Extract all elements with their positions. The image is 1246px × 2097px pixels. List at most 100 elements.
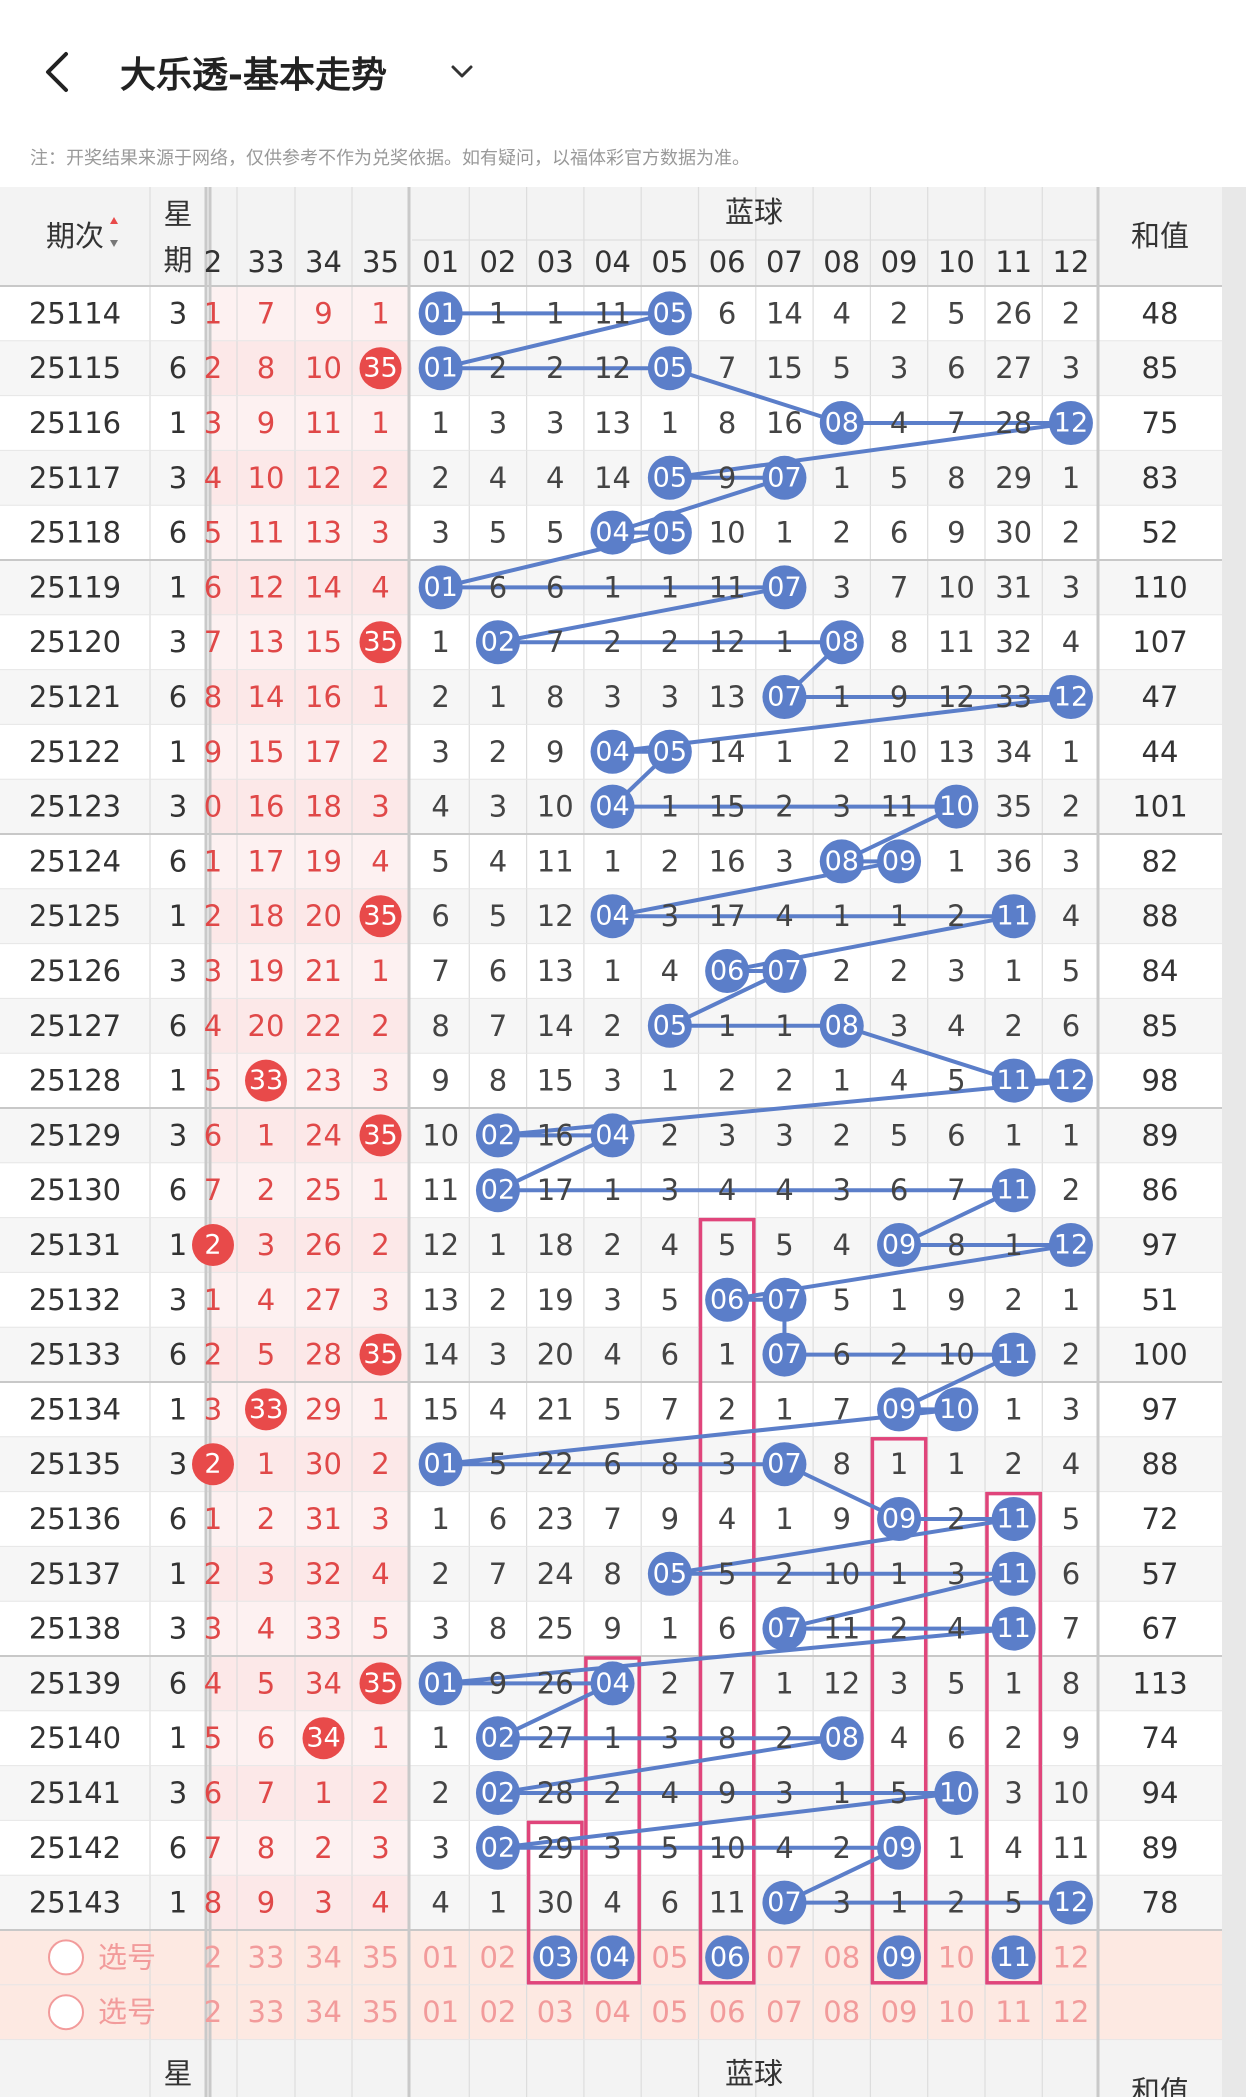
front-miss-cell: 1 xyxy=(204,296,222,330)
select-blue-number[interactable]: 02 xyxy=(479,1995,516,2029)
blue-ball xyxy=(475,1825,520,1870)
select-blue-number[interactable]: 01 xyxy=(422,1995,459,2029)
select-front-number[interactable]: 34 xyxy=(305,1940,342,1974)
column-header-blue: 02 xyxy=(479,245,516,279)
blue-miss-cell: 2 xyxy=(947,1502,965,1536)
blue-miss-cell: 3 xyxy=(890,351,908,385)
blue-miss-cell: 11 xyxy=(537,844,574,878)
front-miss-cell: 9 xyxy=(204,735,222,769)
blue-miss-cell: 2 xyxy=(489,351,507,385)
blue-miss-cell: 2 xyxy=(661,1666,679,1700)
blue-ball-number: 05 xyxy=(653,462,687,493)
select-front-number[interactable]: 33 xyxy=(248,1940,285,1974)
blue-miss-cell: 26 xyxy=(537,1666,574,1700)
select-front-number[interactable]: 2 xyxy=(204,1940,222,1974)
period-cell: 25114 xyxy=(29,296,121,330)
front-miss-cell: 15 xyxy=(248,735,285,769)
front-miss-cell: 19 xyxy=(248,954,285,988)
period-cell: 25123 xyxy=(29,790,121,824)
selected-blue-number[interactable]: 09 xyxy=(882,1942,916,1973)
select-blue-number[interactable]: 10 xyxy=(938,1940,975,1974)
blue-miss-cell: 8 xyxy=(718,406,736,440)
select-label[interactable]: 选号 xyxy=(98,1995,156,2029)
period-cell: 25130 xyxy=(29,1173,121,1207)
select-blue-number[interactable]: 12 xyxy=(1052,1940,1089,1974)
column-header-front: 34 xyxy=(305,245,342,279)
blue-miss-cell: 4 xyxy=(718,1502,736,1536)
table-row: 25126 3 3 19 21 1 7 6 13 1 4 06 07 2 2 3 1 5 84 xyxy=(29,949,1178,993)
back-arrow-icon[interactable] xyxy=(38,48,78,96)
selected-blue-number[interactable]: 11 xyxy=(996,1942,1030,1973)
sort-up-icon xyxy=(110,217,118,224)
front-miss-cell: 3 xyxy=(204,954,222,988)
blue-miss-cell: 1 xyxy=(489,296,507,330)
chevron-down-icon[interactable] xyxy=(448,58,476,86)
select-front-number[interactable]: 35 xyxy=(362,1940,399,1974)
selected-blue-ball[interactable] xyxy=(877,1935,922,1980)
select-blue-number[interactable]: 02 xyxy=(479,1940,516,1974)
front-zone-bg xyxy=(210,1382,409,1437)
sum-cell: 107 xyxy=(1132,625,1187,659)
blue-miss-cell: 1 xyxy=(603,570,621,604)
blue-miss-cell: 1 xyxy=(833,1776,851,1810)
blue-ball xyxy=(475,1716,520,1761)
period-cell: 25136 xyxy=(29,1502,121,1536)
period-cell: 25120 xyxy=(29,625,121,659)
blue-miss-cell: 8 xyxy=(718,1721,736,1755)
select-blue-number[interactable]: 12 xyxy=(1052,1995,1089,2029)
select-front-number[interactable]: 35 xyxy=(362,1995,399,2029)
blue-miss-cell: 8 xyxy=(947,1228,965,1262)
column-header-blue: 05 xyxy=(651,245,688,279)
front-miss-cell: 9 xyxy=(257,406,275,440)
blue-miss-cell: 1 xyxy=(947,844,965,878)
sum-cell: 88 xyxy=(1142,1447,1179,1481)
select-blue-number[interactable]: 04 xyxy=(594,1995,631,2029)
select-blue-number[interactable]: 11 xyxy=(995,1995,1032,2029)
selected-blue-ball[interactable] xyxy=(533,1935,578,1980)
selected-blue-ball[interactable] xyxy=(705,1935,750,1980)
select-blue-number[interactable]: 06 xyxy=(709,1995,746,2029)
select-blue-number[interactable]: 07 xyxy=(766,1940,803,1974)
select-blue-number[interactable]: 08 xyxy=(823,1940,860,1974)
selected-blue-ball[interactable] xyxy=(991,1935,1036,1980)
blue-miss-cell: 1 xyxy=(890,1886,908,1920)
week-cell: 3 xyxy=(169,1776,187,1810)
select-blue-number[interactable]: 01 xyxy=(422,1940,459,1974)
select-blue-number[interactable]: 10 xyxy=(938,1995,975,2029)
front-ball xyxy=(192,1224,234,1266)
blue-miss-cell: 4 xyxy=(775,899,793,933)
selected-blue-ball[interactable] xyxy=(590,1935,635,1980)
column-header-period[interactable]: 期次 xyxy=(46,219,104,253)
selected-blue-number[interactable]: 04 xyxy=(595,1942,629,1973)
front-miss-cell: 9 xyxy=(314,296,332,330)
select-front-number[interactable]: 2 xyxy=(204,1995,222,2029)
select-radio-icon[interactable] xyxy=(48,1939,84,1976)
select-front-number[interactable]: 34 xyxy=(305,1995,342,2029)
select-radio-icon[interactable] xyxy=(48,1994,84,2031)
page-title[interactable]: 大乐透-基本走势 xyxy=(120,55,387,96)
select-blue-number[interactable]: 03 xyxy=(537,1995,574,2029)
front-miss-cell: 3 xyxy=(204,1392,222,1426)
blue-miss-cell: 8 xyxy=(947,461,965,495)
blue-ball xyxy=(418,291,463,336)
blue-miss-cell: 10 xyxy=(1052,1776,1089,1810)
select-label[interactable]: 选号 xyxy=(98,1940,156,1974)
blue-ball xyxy=(590,1113,635,1158)
column-header-front: 2 xyxy=(204,245,222,279)
select-blue-number[interactable]: 05 xyxy=(651,1940,688,1974)
blue-miss-cell: 7 xyxy=(718,1666,736,1700)
blue-miss-cell: 18 xyxy=(537,1228,574,1262)
blue-miss-cell: 7 xyxy=(546,625,564,659)
blue-ball xyxy=(647,510,692,555)
select-blue-number[interactable]: 09 xyxy=(881,1995,918,2029)
blue-miss-cell: 1 xyxy=(1004,954,1022,988)
blue-ball xyxy=(934,1387,979,1432)
select-front-number[interactable]: 33 xyxy=(248,1995,285,2029)
hit-column-highlight xyxy=(526,1820,584,1985)
front-miss-cell: 5 xyxy=(204,1721,222,1755)
selected-blue-number[interactable]: 06 xyxy=(710,1942,744,1973)
select-blue-number[interactable]: 05 xyxy=(651,1995,688,2029)
select-blue-number[interactable]: 07 xyxy=(766,1995,803,2029)
select-blue-number[interactable]: 08 xyxy=(823,1995,860,2029)
selected-blue-number[interactable]: 03 xyxy=(538,1942,572,1973)
